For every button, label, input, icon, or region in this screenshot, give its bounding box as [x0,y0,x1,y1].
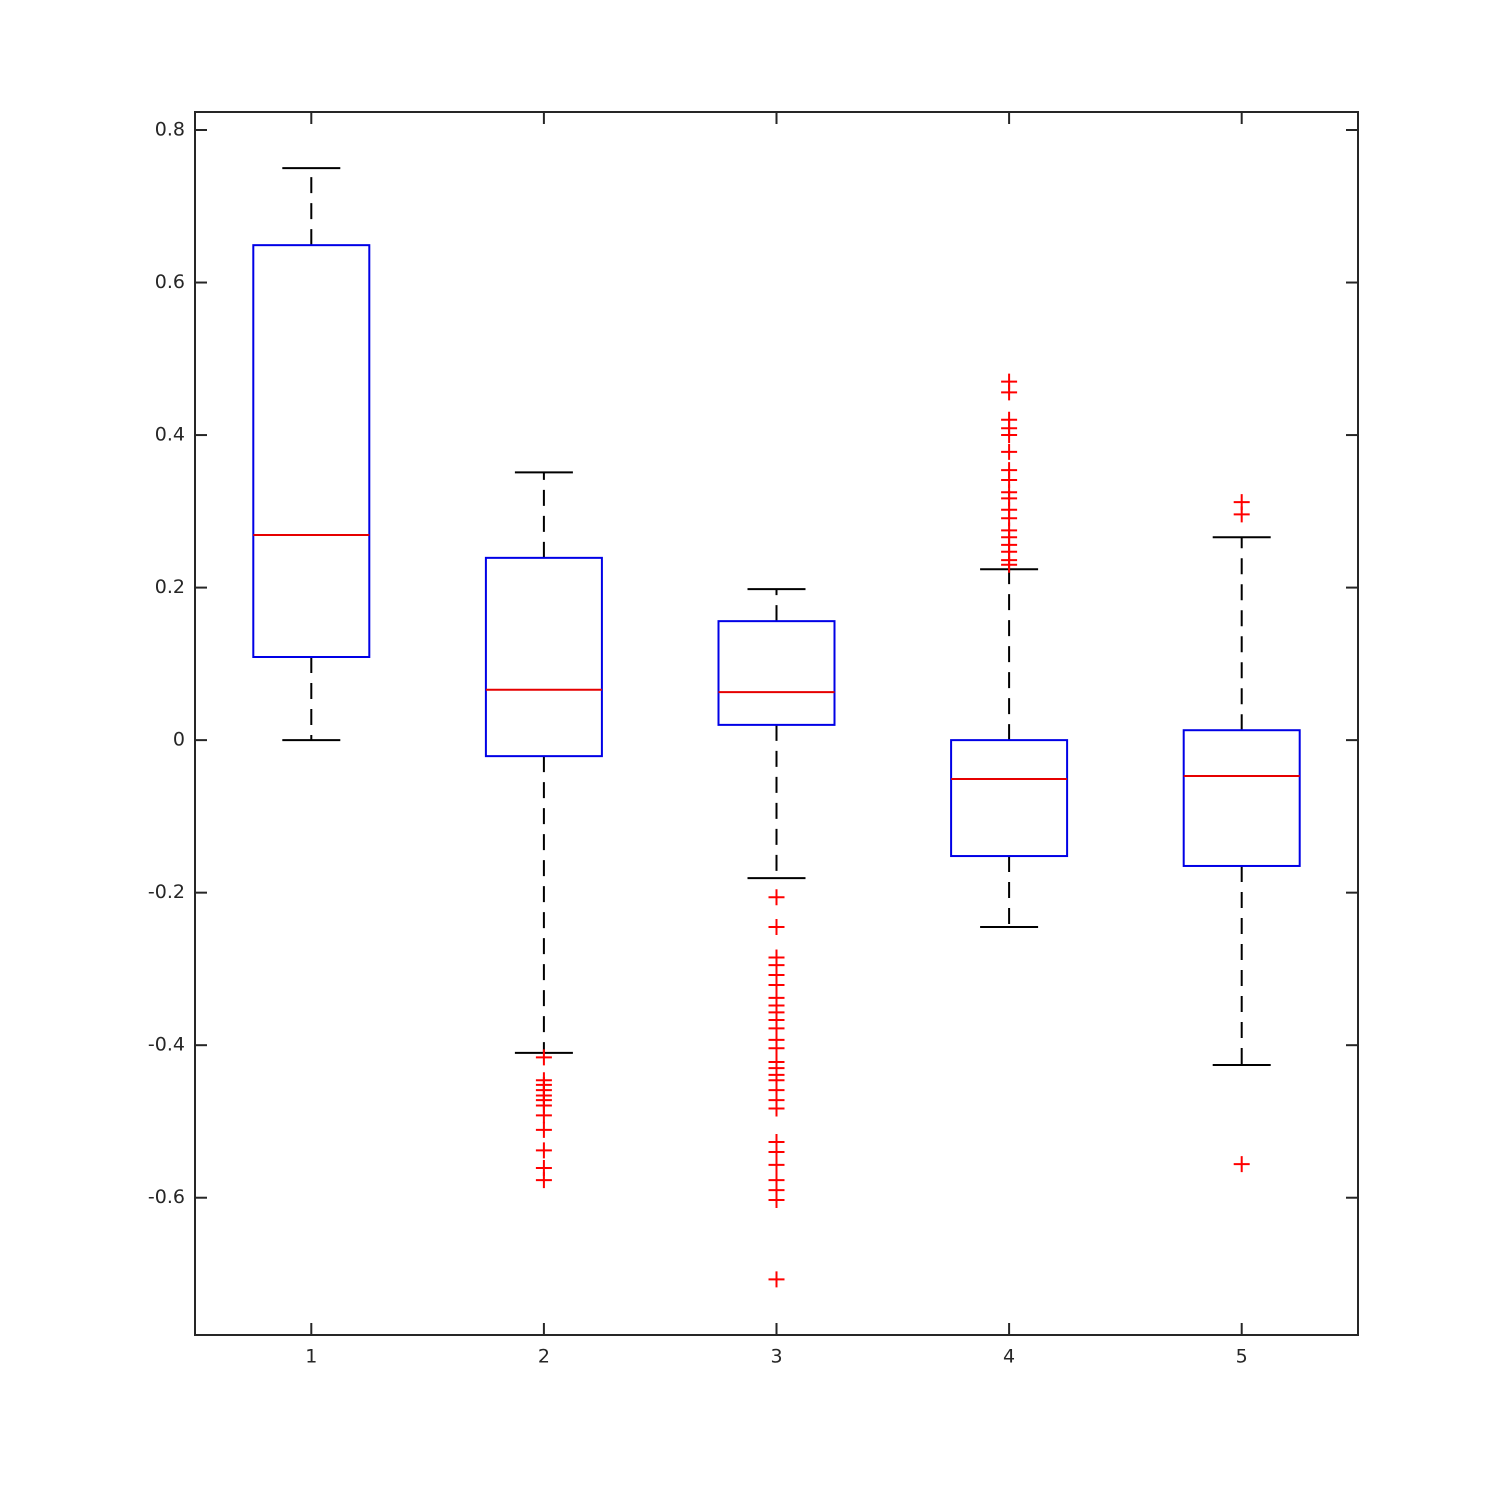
y-tick-label: 0.8 [155,118,185,140]
outlier [768,918,785,935]
box [484,556,603,758]
box [1182,729,1301,867]
outlier [535,1142,552,1159]
outlier [1001,556,1018,573]
x-tick-label: 3 [770,1346,782,1368]
outlier [768,889,785,906]
outlier [1001,384,1018,401]
outlier [768,1040,785,1057]
y-tick-label: -0.4 [148,1034,185,1056]
y-tick-label: 0.2 [155,576,185,598]
outlier [535,1049,552,1066]
outlier [768,1156,785,1173]
y-tick-label: 0 [173,729,185,751]
outlier [535,1121,552,1138]
x-tick-label: 5 [1236,1346,1248,1368]
y-tick-label: -0.6 [148,1186,185,1208]
x-tick-label: 4 [1003,1346,1015,1368]
outlier [1001,427,1018,444]
x-tick-label: 1 [305,1346,317,1368]
y-tick-label: -0.2 [148,881,185,903]
box [252,244,371,658]
box [950,739,1069,858]
outlier [1233,506,1250,523]
y-tick-label: 0.4 [155,424,185,446]
outlier [535,1172,552,1189]
x-tick-label: 2 [538,1346,550,1368]
y-tick-label: 0.6 [155,271,185,293]
outlier [535,1107,552,1124]
outlier [1233,1156,1250,1173]
box [717,620,836,726]
outlier [1001,443,1018,460]
outlier [768,1271,785,1288]
outlier [768,1192,785,1209]
outlier [768,1100,785,1117]
